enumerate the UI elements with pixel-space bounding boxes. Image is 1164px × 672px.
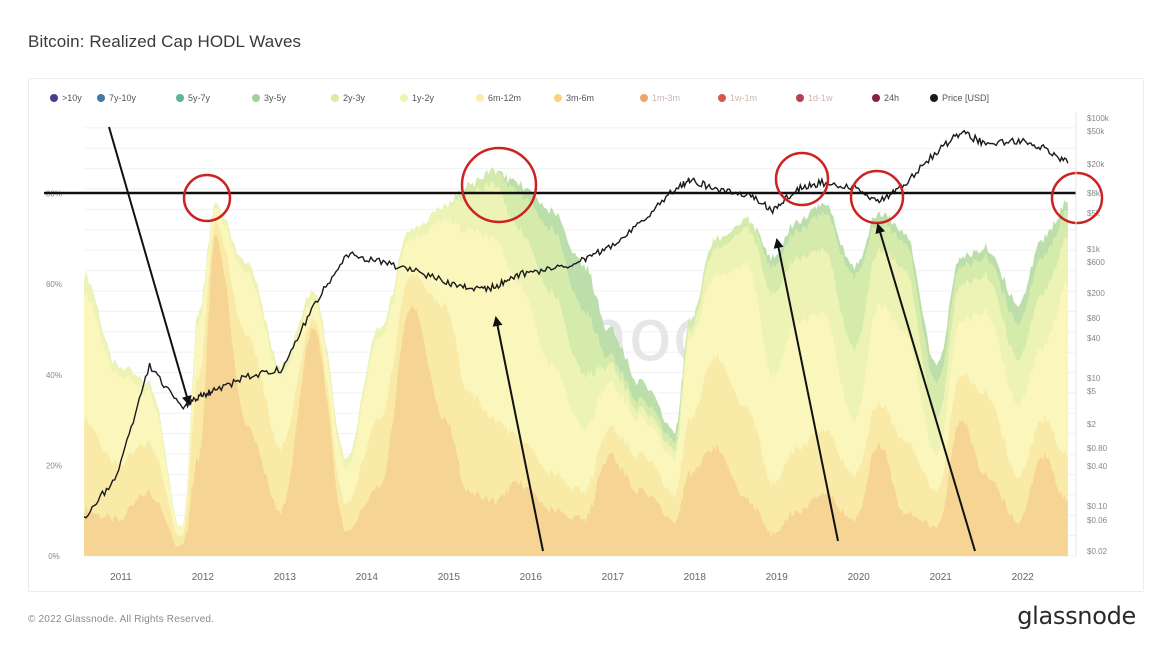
x-tick: 2017 <box>602 572 625 583</box>
legend-item[interactable]: 3m-6m <box>554 93 640 103</box>
chart-legend: >10y 7y-10y 5y-7y 3y-5y 2y-3y 1y-2y 6m-12m 3m-6… <box>50 90 1010 106</box>
y-right-tick: $50k <box>1087 127 1105 136</box>
hodl-band <box>84 234 1068 556</box>
x-tick: 2014 <box>356 572 379 583</box>
legend-item[interactable]: >10y <box>50 93 97 103</box>
y-right-tick: $100k <box>1087 114 1110 123</box>
highlight-circle <box>849 169 905 225</box>
legend-label: 2y-3y <box>343 93 366 103</box>
brand-logo: glassnode <box>1017 602 1136 630</box>
x-tick: 2022 <box>1012 572 1035 583</box>
legend-dot-icon <box>331 94 339 102</box>
y-left-tick: 60% <box>46 280 62 289</box>
y-right-tick: $20k <box>1087 160 1105 169</box>
legend-item[interactable]: Price [USD] <box>930 93 1010 103</box>
annotation-arrow <box>875 223 976 552</box>
legend-label: 6m-12m <box>488 93 522 103</box>
legend-item[interactable]: 1m-3m <box>640 93 718 103</box>
y-right-tick: $1k <box>1087 245 1101 254</box>
highlight-circle <box>774 151 830 207</box>
y-right-tick: $0.10 <box>1087 502 1108 511</box>
y-right-tick: $0.80 <box>1087 444 1108 453</box>
y-right-tick: $10 <box>1087 374 1101 383</box>
legend-dot-icon <box>97 94 105 102</box>
y-right-tick: $8k <box>1087 189 1101 198</box>
legend-dot-icon <box>554 94 562 102</box>
legend-label: Price [USD] <box>942 93 990 103</box>
price-line <box>83 129 1069 519</box>
y-right-tick: $5 <box>1087 387 1096 396</box>
chart-title: Bitcoin: Realized Cap HODL Waves <box>28 32 302 51</box>
legend-dot-icon <box>640 94 648 102</box>
y-right-tick: $0.06 <box>1087 516 1108 525</box>
legend-dot-icon <box>872 94 880 102</box>
legend-dot-icon <box>50 94 58 102</box>
highlight-circle <box>182 173 232 223</box>
annotation-arrow <box>773 238 839 542</box>
x-tick: 2012 <box>192 572 215 583</box>
y-right-tick: $80 <box>1087 314 1101 323</box>
y-left-tick: 20% <box>46 461 62 470</box>
x-tick: 2013 <box>274 572 297 583</box>
legend-label: >10y <box>62 93 82 103</box>
legend-label: 1d-1w <box>808 93 833 103</box>
x-tick: 2011 <box>110 572 132 583</box>
y-right-tick: $0.40 <box>1087 462 1108 471</box>
legend-label: 1m-3m <box>652 93 681 103</box>
legend-label: 1y-2y <box>412 93 435 103</box>
legend-label: 24h <box>884 93 900 103</box>
annotation-arrow <box>108 126 192 406</box>
highlight-circle <box>460 146 538 224</box>
legend-item[interactable]: 7y-10y <box>97 93 176 103</box>
legend-label: 1w-1m <box>730 93 758 103</box>
legend-item[interactable]: 1w-1m <box>718 93 796 103</box>
y-right-tick: $2 <box>1087 420 1096 429</box>
legend-dot-icon <box>718 94 726 102</box>
annotation-arrow <box>492 316 544 552</box>
y-right-tick: $600 <box>1087 258 1105 267</box>
legend-dot-icon <box>176 94 184 102</box>
legend-item[interactable]: 24h <box>872 93 930 103</box>
legend-label: 3m-6m <box>566 93 595 103</box>
legend-label: 7y-10y <box>109 93 137 103</box>
legend-dot-icon <box>796 94 804 102</box>
y-right-tick: $40 <box>1087 334 1101 343</box>
legend-item[interactable]: 1d-1w <box>796 93 872 103</box>
legend-item[interactable]: 5y-7y <box>176 93 252 103</box>
y-right-tick: $5k <box>1087 209 1101 218</box>
x-tick: 2020 <box>848 572 871 583</box>
y-right-tick: $0.02 <box>1087 547 1108 556</box>
legend-dot-icon <box>252 94 260 102</box>
legend-item[interactable]: 1y-2y <box>400 93 476 103</box>
x-tick: 2019 <box>766 572 789 583</box>
x-tick: 2018 <box>684 572 707 583</box>
y-right-tick: $200 <box>1087 289 1105 298</box>
legend-label: 5y-7y <box>188 93 211 103</box>
legend-item[interactable]: 6m-12m <box>476 93 554 103</box>
y-left-tick: 0% <box>48 552 60 561</box>
highlight-circle <box>1050 171 1104 225</box>
x-tick: 2015 <box>438 572 461 583</box>
legend-dot-icon <box>476 94 484 102</box>
legend-label: 3y-5y <box>264 93 287 103</box>
legend-dot-icon <box>400 94 408 102</box>
y-left-tick: 40% <box>46 371 62 380</box>
copyright-text: © 2022 Glassnode. All Rights Reserved. <box>28 614 215 625</box>
x-tick: 2016 <box>520 572 543 583</box>
legend-item[interactable]: 3y-5y <box>252 93 331 103</box>
legend-dot-icon <box>930 94 938 102</box>
legend-item[interactable]: 2y-3y <box>331 93 400 103</box>
x-tick: 2021 <box>930 572 953 583</box>
